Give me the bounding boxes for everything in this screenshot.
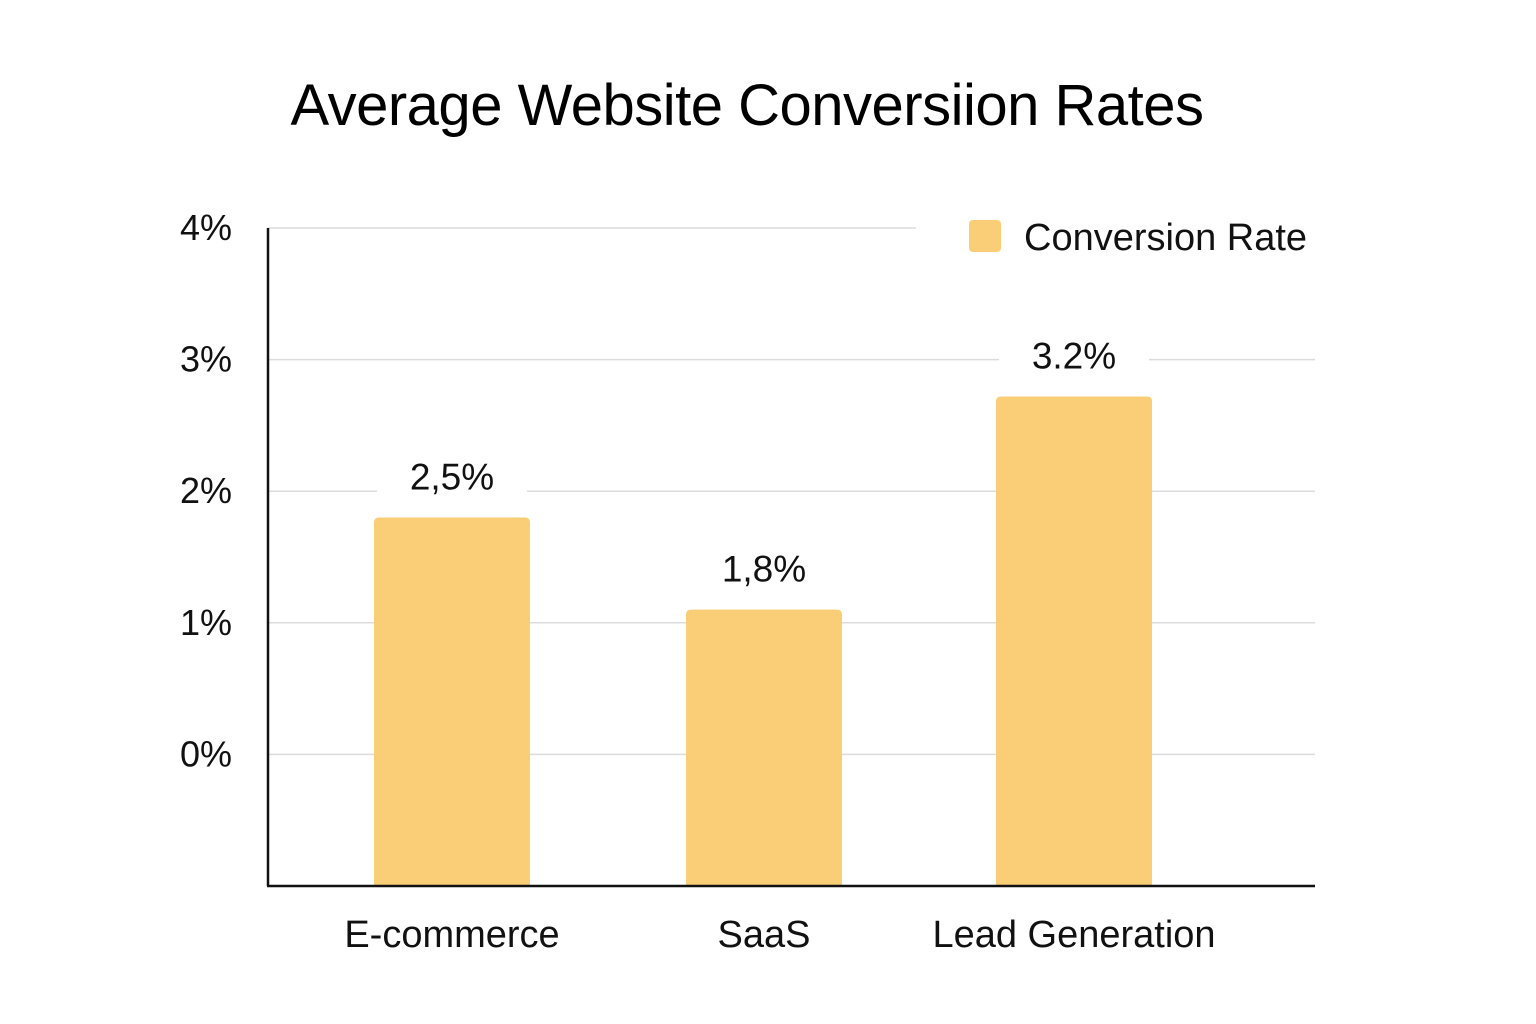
x-category-label: SaaS	[718, 914, 811, 956]
data-label: 2,5%	[410, 457, 494, 498]
y-tick-label: 4%	[180, 207, 232, 248]
chart-title: Average Website Conversiion Rates	[290, 73, 1204, 138]
bars	[374, 396, 1152, 886]
data-labels: 2,5% 1,8% 3.2%	[377, 335, 1149, 594]
x-category-label: Lead Generation	[932, 914, 1215, 956]
data-label: 1,8%	[722, 549, 806, 590]
data-label-background	[377, 457, 527, 502]
bar-e-commerce	[374, 517, 530, 886]
legend: Conversion Rate	[969, 217, 1307, 259]
data-label-background	[689, 549, 839, 594]
y-axis-ticks: 4% 3% 2% 1% 0%	[180, 207, 232, 774]
legend-swatch	[969, 220, 1001, 252]
legend-label: Conversion Rate	[1024, 217, 1307, 259]
y-tick-label: 2%	[180, 470, 232, 511]
data-label: 3.2%	[1032, 335, 1116, 376]
bar-lead-generation	[996, 396, 1152, 886]
y-tick-label: 3%	[180, 339, 232, 380]
bar-saas	[686, 609, 842, 886]
y-tick-label: 0%	[180, 733, 232, 774]
y-tick-label: 1%	[180, 602, 232, 643]
axes	[266, 228, 1315, 888]
x-axis-categories: E-commerce SaaS Lead Generation	[344, 914, 1215, 956]
x-category-label: E-commerce	[344, 914, 559, 956]
data-label-background	[999, 336, 1149, 381]
